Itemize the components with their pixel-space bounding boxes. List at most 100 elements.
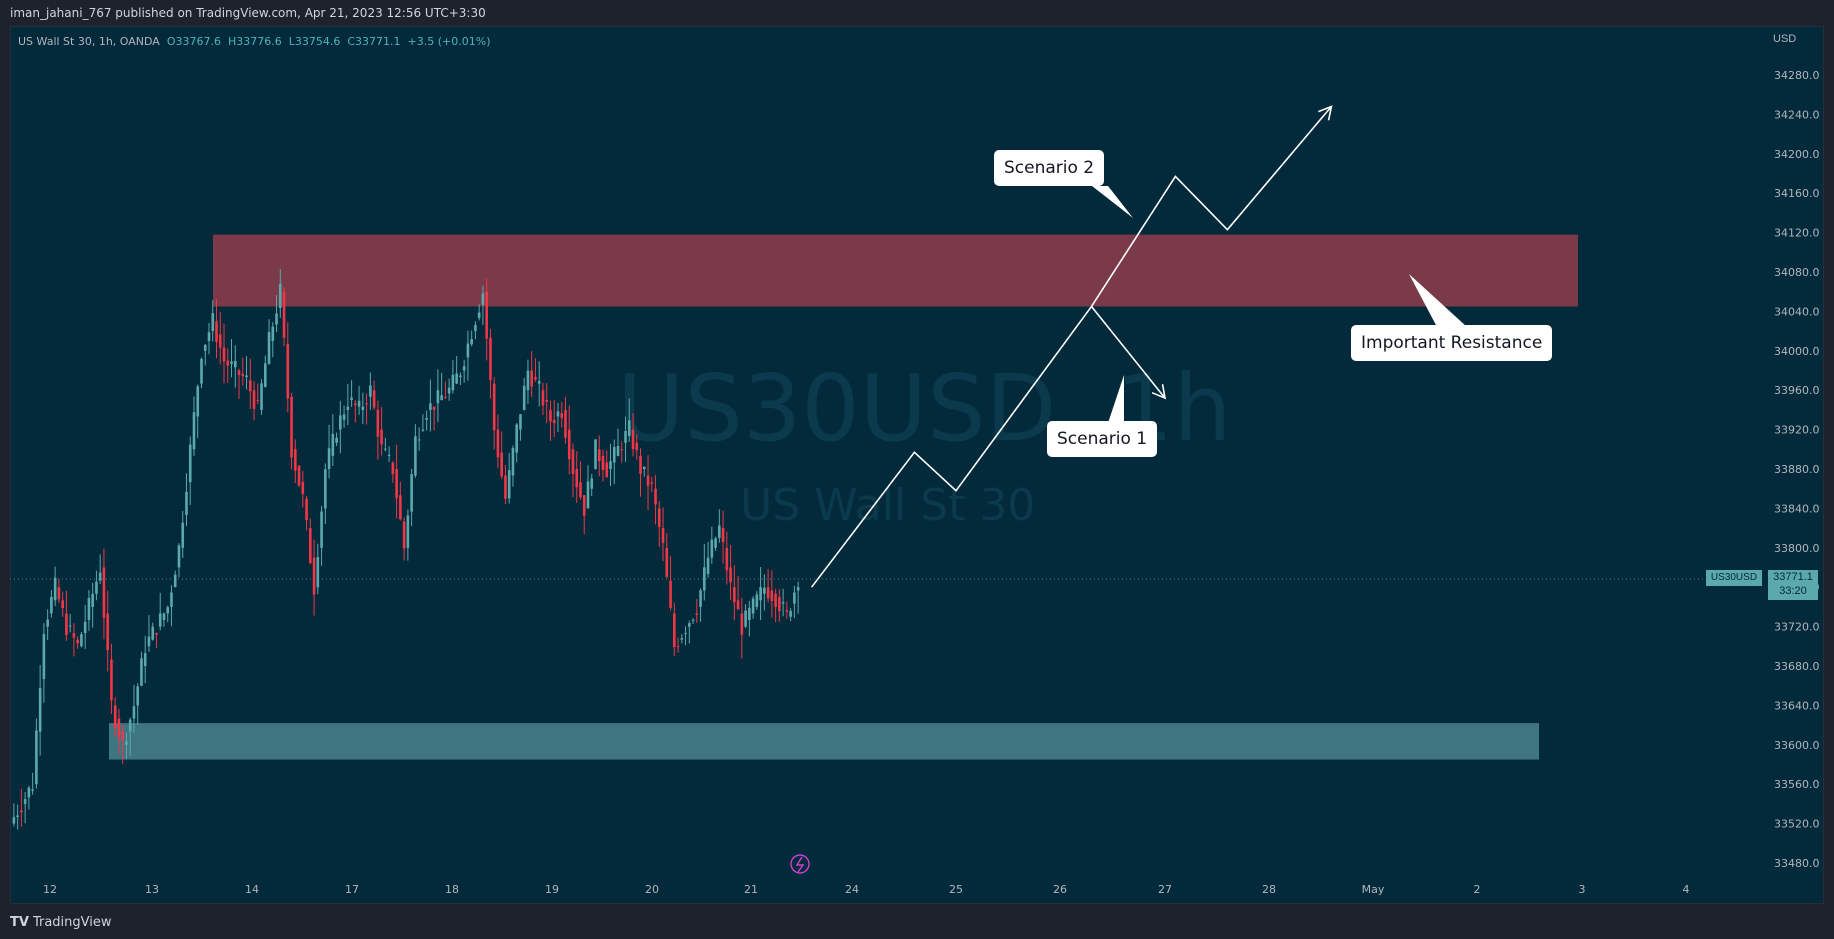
- y-tick-label: 33880.0: [1774, 463, 1820, 476]
- candle-body: [282, 291, 286, 338]
- currency-label[interactable]: USD: [1773, 33, 1797, 45]
- candle-body: [579, 482, 582, 498]
- candle-body: [290, 396, 293, 458]
- candle-body: [53, 577, 57, 601]
- candle-body: [16, 815, 19, 818]
- x-tick-label: 18: [445, 883, 459, 896]
- candle-body: [515, 424, 518, 453]
- candle-body: [541, 390, 545, 406]
- candle-body: [406, 515, 410, 548]
- candle-body: [391, 462, 395, 475]
- candle-body: [436, 390, 440, 404]
- candle-body: [755, 594, 759, 607]
- resistance-pointer: [1409, 274, 1467, 327]
- candle-body: [714, 538, 717, 548]
- candle-body: [230, 361, 233, 364]
- candle-body: [376, 409, 380, 437]
- y-tick-label: 34080.0: [1774, 266, 1820, 279]
- candle-body: [684, 633, 687, 635]
- candle-body: [477, 312, 481, 318]
- x-tick-label: 24: [845, 883, 859, 896]
- candle-body: [612, 447, 616, 463]
- candle-body: [380, 429, 383, 445]
- candle-body: [669, 580, 672, 608]
- y-tick-label: 33560.0: [1774, 778, 1820, 791]
- candle-body: [556, 411, 560, 417]
- candle-body: [354, 403, 357, 405]
- y-tick-label: 33680.0: [1774, 660, 1820, 673]
- candle-body: [425, 418, 428, 420]
- candle-body: [710, 539, 714, 558]
- candle-body: [20, 810, 23, 813]
- candle-body: [695, 613, 699, 615]
- candle-body: [357, 400, 361, 407]
- candle-body: [211, 313, 215, 332]
- candle-body: [245, 375, 248, 378]
- candle-body: [143, 653, 147, 666]
- candle-body: [200, 359, 203, 384]
- candle-body: [575, 469, 579, 488]
- candle-body: [736, 600, 740, 610]
- candle-body: [661, 528, 665, 543]
- candle-body: [504, 475, 507, 499]
- candle-body: [395, 469, 398, 499]
- legend-low: L33754.6: [288, 35, 341, 48]
- y-tick-label: 34240.0: [1774, 108, 1820, 121]
- candle-body: [432, 406, 436, 410]
- candle-body: [451, 374, 455, 391]
- candle-body: [485, 291, 488, 339]
- candle-body: [545, 400, 549, 402]
- candle-body: [631, 429, 635, 450]
- x-tick-label: 17: [345, 883, 359, 896]
- scenario-2-callout[interactable]: Scenario 2: [994, 150, 1105, 186]
- candle-body: [12, 817, 16, 824]
- candle-body: [233, 360, 237, 368]
- candle-body: [774, 593, 777, 607]
- candle-body: [361, 406, 365, 410]
- x-tick-label: 12: [43, 883, 57, 896]
- scenario-1-pointer: [1108, 375, 1124, 423]
- candle-body: [248, 380, 252, 392]
- candle-body: [117, 718, 121, 738]
- candle-body: [447, 387, 451, 394]
- candle-body: [372, 390, 376, 408]
- candle-body: [492, 383, 496, 431]
- candle-body: [256, 400, 260, 402]
- candle-body: [601, 455, 605, 470]
- scenario-1-arrowhead: [1151, 384, 1167, 400]
- candle-body: [121, 731, 124, 741]
- candle-body: [789, 611, 792, 617]
- candle-body: [676, 646, 680, 648]
- legend-change: +3.5 (+0.01%): [407, 35, 491, 48]
- candle-body: [402, 521, 406, 549]
- candle-body: [263, 363, 267, 387]
- candle-body: [226, 360, 230, 366]
- candle-body: [350, 397, 353, 401]
- candle-body: [61, 600, 64, 609]
- scenario-1-callout[interactable]: Scenario 1: [1047, 421, 1158, 457]
- last-symbol-label: US30USD: [1706, 570, 1762, 586]
- candle-body: [252, 390, 256, 409]
- resistance-callout[interactable]: Important Resistance: [1351, 325, 1553, 361]
- x-tick-label: 19: [545, 883, 559, 896]
- candle-body: [699, 590, 702, 607]
- candle-body: [155, 633, 158, 635]
- x-tick-label: 27: [1158, 883, 1172, 896]
- candle-body: [158, 613, 162, 627]
- candle-body: [68, 625, 72, 627]
- y-tick-label: 33960.0: [1774, 384, 1820, 397]
- footer-bar: [0, 904, 1834, 939]
- candle-body: [31, 789, 34, 791]
- tradingview-logo[interactable]: 𝗧𝗩 TradingView: [10, 915, 111, 930]
- x-tick-label: 21: [744, 883, 758, 896]
- candle-body: [571, 449, 575, 474]
- candle-body: [87, 597, 91, 621]
- candle-body: [748, 607, 751, 621]
- candle-body: [320, 511, 323, 548]
- candle-body: [526, 370, 530, 391]
- candle-body: [275, 313, 278, 325]
- resistance-zone: [213, 234, 1578, 307]
- candle-body: [733, 587, 736, 603]
- candle-body: [560, 413, 564, 418]
